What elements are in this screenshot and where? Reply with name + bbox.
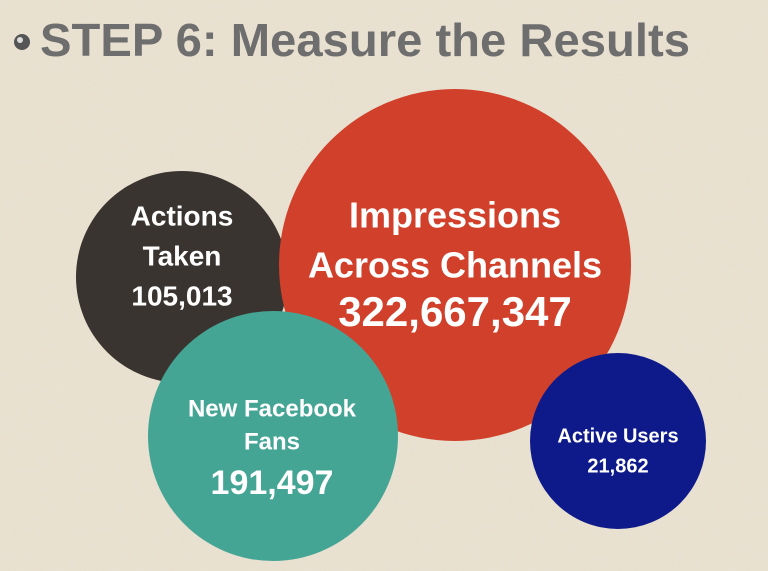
bubble-label: Across Channels [308, 245, 602, 286]
bubble [530, 353, 706, 529]
bubble-value: 322,667,347 [338, 288, 572, 335]
bubble-label: Impressions [349, 195, 561, 236]
circles: Actions Taken 105,013 Impressions Across Cha… [76, 89, 706, 561]
bullet-highlight [17, 37, 23, 43]
bubble-label: New Facebook [188, 395, 357, 422]
bubble-value: 105,013 [131, 280, 232, 311]
bubble-label: Active Users [557, 425, 678, 447]
bubble-value: 191,497 [211, 464, 334, 502]
bubble-value: 21,862 [587, 455, 648, 477]
title: STEP 6: Measure the Results [40, 14, 690, 66]
bubble-label: Actions [131, 200, 234, 231]
bubble [148, 311, 398, 561]
bubble-label: Taken [143, 240, 222, 271]
bubble [279, 89, 631, 441]
bubble-label: Fans [244, 428, 300, 455]
